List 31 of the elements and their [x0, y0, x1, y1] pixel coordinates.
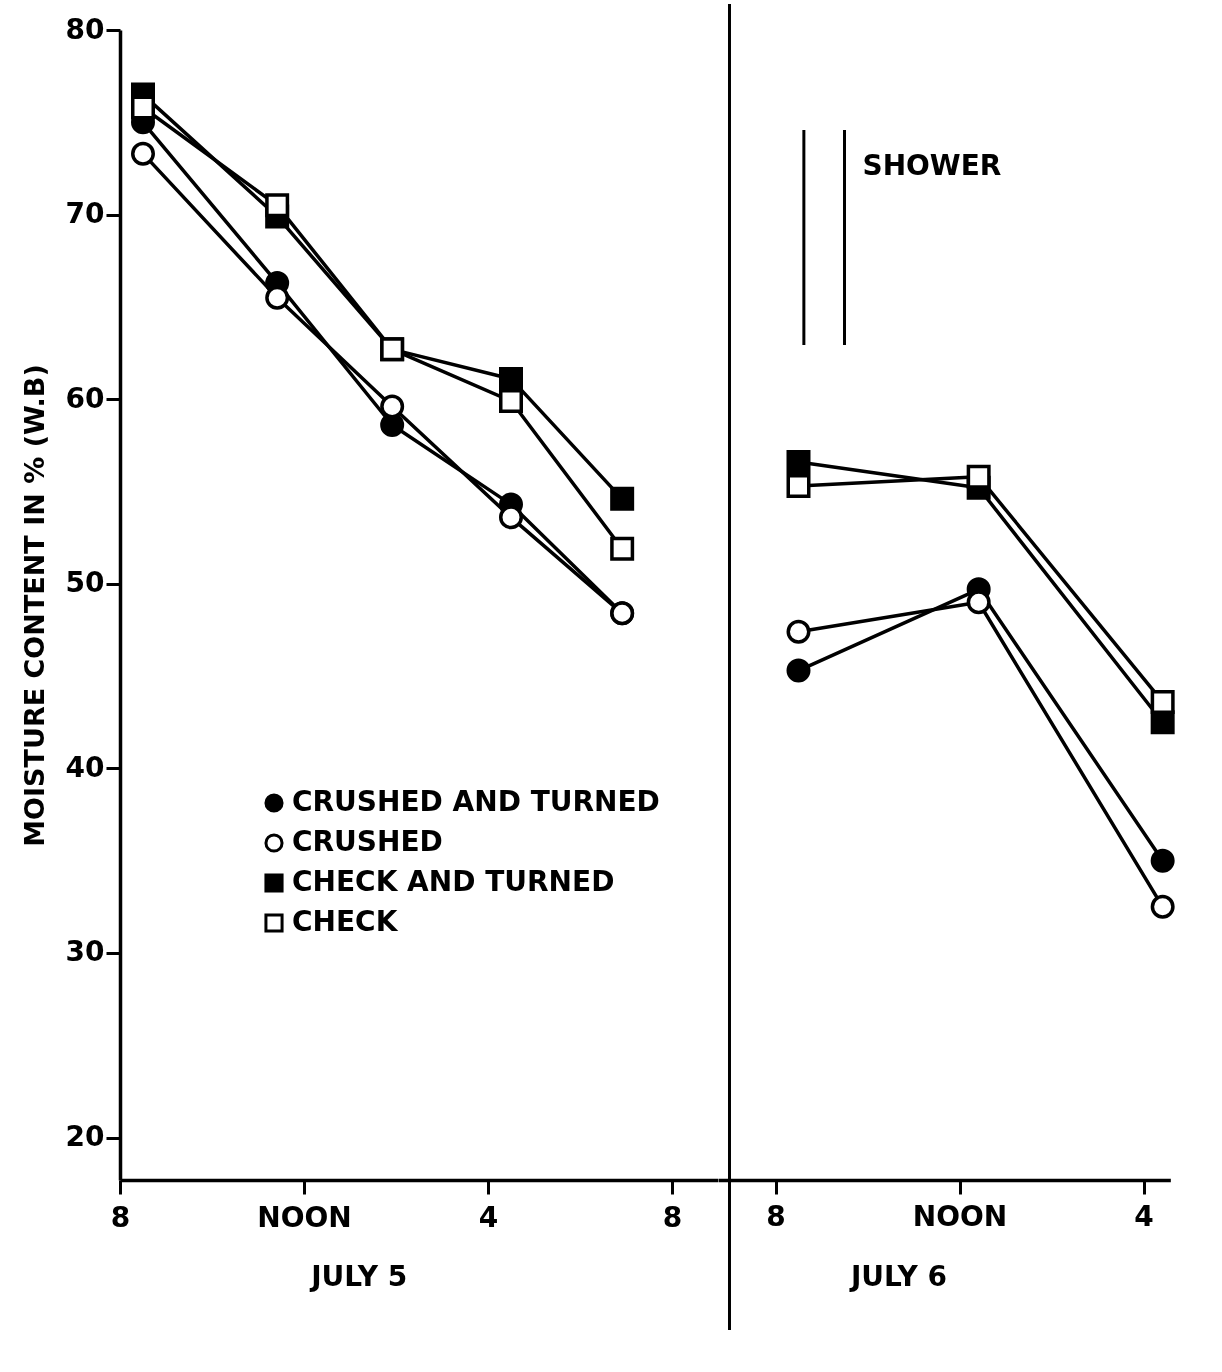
x-tick-label: 4 [1134, 1200, 1154, 1234]
point [1150, 848, 1175, 873]
point [1150, 689, 1175, 714]
ref-line-label: SHOWER [862, 149, 1002, 183]
legend-label: CHECK [292, 905, 399, 938]
x-tick-label: 4 [478, 1200, 499, 1234]
x-tick-label: NOON [912, 1200, 1008, 1234]
y-axis-title: MOISTURE CONTENT IN % (W.B) [18, 364, 50, 847]
y-tick-label: 80 [65, 12, 105, 46]
point [786, 658, 811, 683]
y-tick-label: 30 [65, 935, 105, 969]
legend-label: CHECK AND TURNED [292, 865, 615, 898]
y-tick-label: 60 [65, 381, 105, 415]
legend-label: CRUSHED AND TURNED [292, 785, 660, 818]
x-tick-label: 8 [110, 1200, 131, 1234]
point [966, 590, 991, 615]
point [786, 619, 811, 644]
y-tick-label: 40 [65, 750, 105, 784]
point [966, 464, 991, 489]
legend-label: CRUSHED [292, 825, 443, 858]
text: JULY 6 [848, 1259, 947, 1293]
y-tick-label: 70 [65, 197, 105, 231]
x-tick-label: 8 [766, 1200, 786, 1234]
text: JULY 5 [309, 1260, 408, 1293]
point [786, 473, 811, 498]
x-tick-label: 8 [662, 1200, 683, 1234]
x-tick-label: NOON [257, 1200, 352, 1234]
point [786, 449, 811, 474]
y-tick-label: 20 [65, 1120, 105, 1154]
point [1150, 894, 1175, 919]
y-tick-label: 50 [65, 566, 105, 600]
